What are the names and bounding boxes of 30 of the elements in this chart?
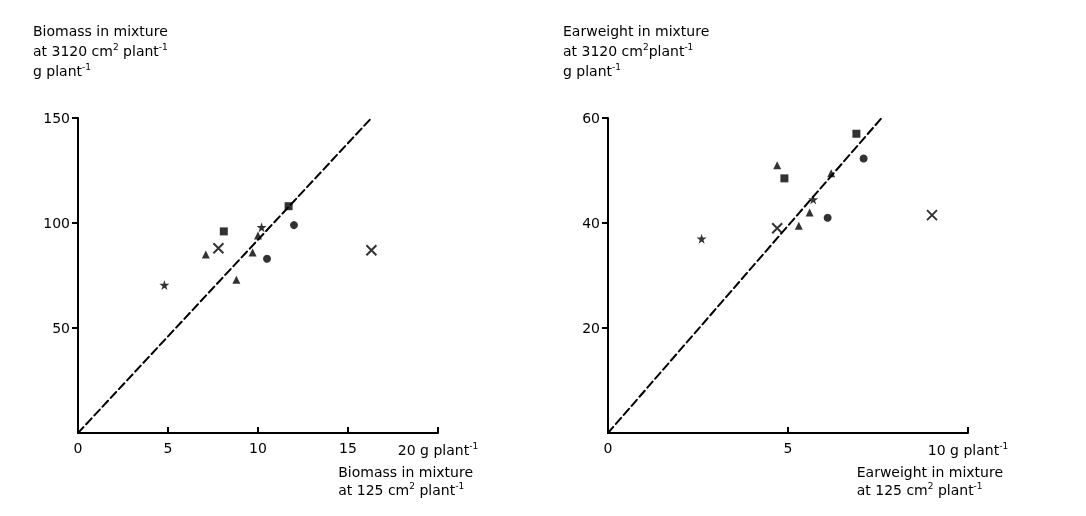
point — [290, 221, 298, 230]
point — [780, 174, 789, 183]
point — [232, 275, 241, 284]
point — [771, 222, 784, 235]
point — [201, 250, 210, 259]
point — [823, 213, 832, 222]
y-tick-label: 20 — [582, 320, 600, 336]
point — [256, 222, 267, 233]
x-tick-label: 5 — [783, 440, 793, 456]
y-tick-label: 50 — [52, 320, 70, 336]
x-tick-label: 0 — [73, 440, 83, 456]
x-tick-label: 15 — [339, 440, 357, 456]
y-tick-label: 150 — [43, 110, 70, 126]
y-tick-label: 40 — [582, 215, 600, 231]
point — [794, 221, 803, 230]
point — [219, 227, 228, 236]
x-tick-label: 5 — [163, 440, 173, 456]
point — [696, 233, 707, 244]
y-tick-label: 100 — [43, 215, 70, 231]
point — [852, 129, 861, 138]
point — [926, 209, 938, 222]
point — [159, 279, 170, 290]
point — [365, 244, 378, 257]
x-tick-label: 0 — [603, 440, 613, 456]
point — [805, 208, 814, 217]
x-tick-label: 10 — [249, 440, 267, 456]
point — [859, 154, 868, 163]
point — [212, 242, 225, 255]
y-tick-label: 60 — [582, 110, 600, 126]
point — [263, 254, 271, 263]
